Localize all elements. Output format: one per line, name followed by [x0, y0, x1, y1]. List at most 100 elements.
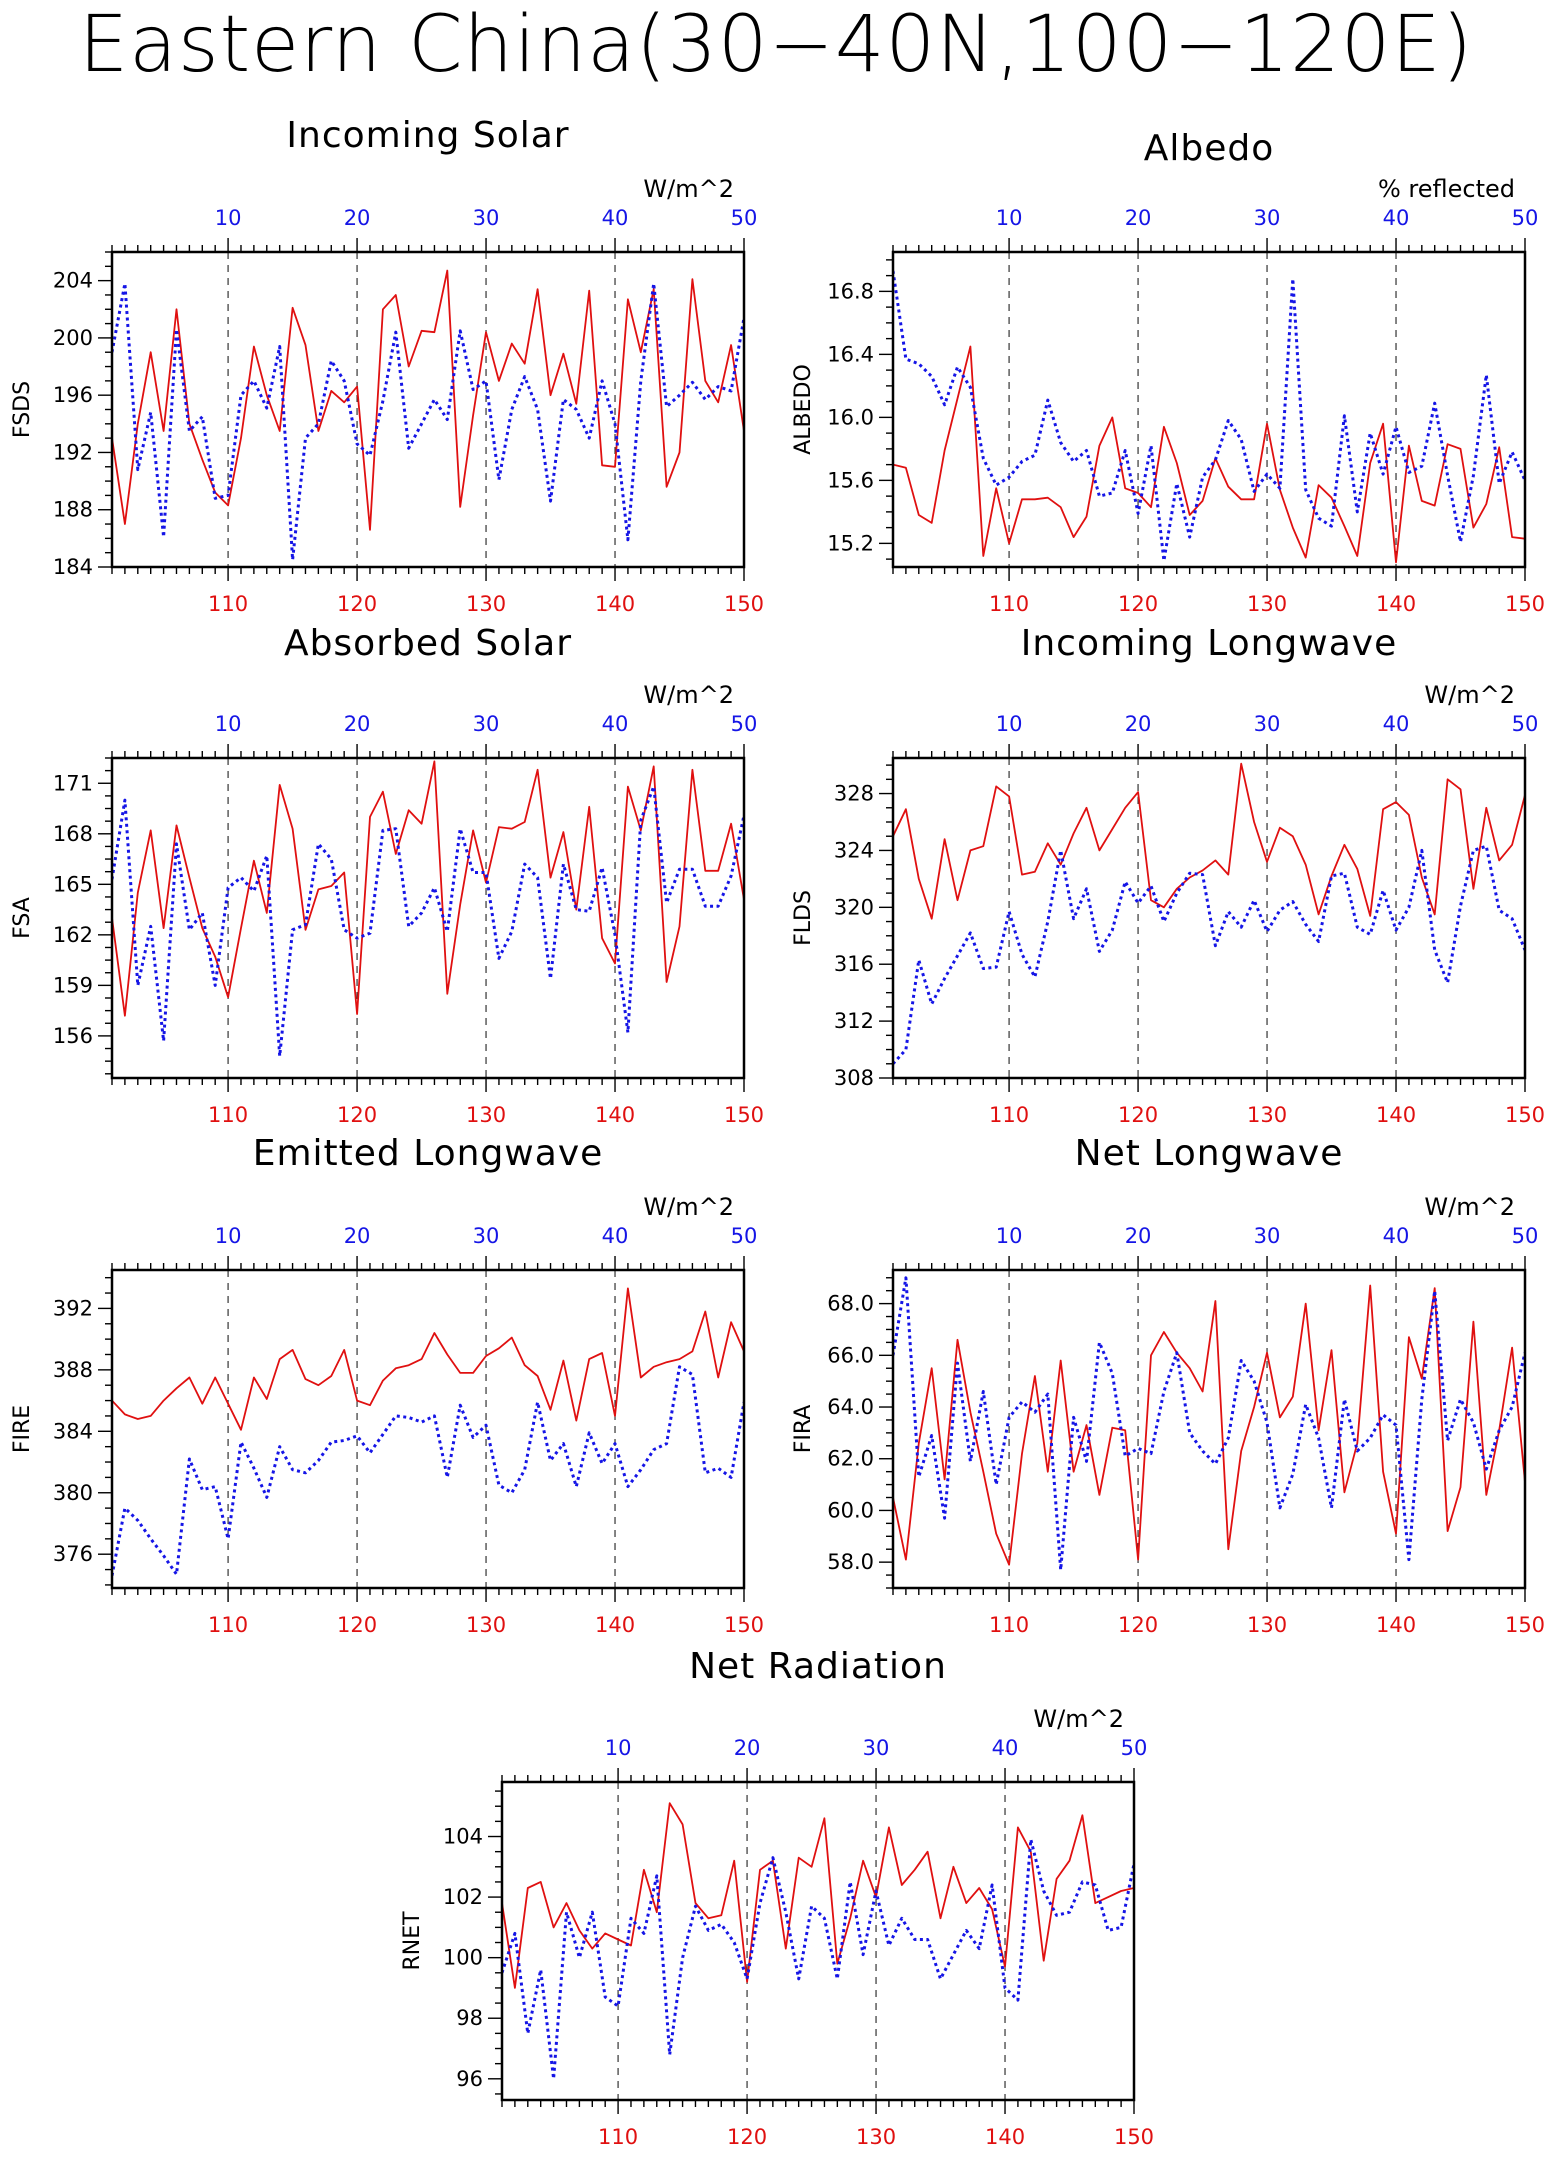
y-tick-label: 324: [834, 838, 874, 862]
y-tick-label: 102: [443, 1885, 483, 1909]
y-tick-label: 98: [456, 2006, 483, 2030]
x-tick-label-top: 30: [473, 1224, 500, 1248]
y-tick-label: 162: [53, 923, 93, 947]
y-tick-label: 200: [53, 326, 93, 350]
x-tick-label-top: 50: [1512, 712, 1539, 736]
x-tick-label-top: 30: [1254, 712, 1281, 736]
series-line-blue: [112, 785, 744, 1058]
x-tick-label-bottom: 140: [1376, 1103, 1416, 1127]
y-tick-label: 15.2: [827, 531, 874, 555]
x-tick-label-bottom: 150: [1505, 1613, 1545, 1637]
y-tick-label: 16.8: [827, 279, 874, 303]
x-tick-label-top: 30: [473, 206, 500, 230]
x-tick-label-bottom: 120: [337, 592, 377, 616]
x-tick-label-bottom: 130: [1247, 592, 1287, 616]
y-tick-label: 100: [443, 1946, 483, 1970]
x-tick-label-bottom: 110: [989, 592, 1029, 616]
x-tick-label-bottom: 110: [208, 1613, 248, 1637]
y-tick-label: 312: [834, 1009, 874, 1033]
panel-title: Net Radiation: [689, 1646, 947, 1687]
x-tick-label-bottom: 120: [1118, 1613, 1158, 1637]
y-tick-label: 64.0: [827, 1395, 874, 1419]
x-tick-label-bottom: 120: [337, 1613, 377, 1637]
y-tick-label: 392: [53, 1296, 93, 1320]
x-tick-label-top: 10: [996, 206, 1023, 230]
x-tick-label-top: 20: [1125, 206, 1152, 230]
x-tick-label-top: 10: [215, 1224, 242, 1248]
x-tick-label-bottom: 120: [1118, 592, 1158, 616]
y-tick-label: 15.6: [827, 468, 874, 492]
series-line-blue: [502, 1838, 1134, 2081]
x-tick-label-top: 20: [1125, 712, 1152, 736]
x-tick-label-top: 30: [473, 712, 500, 736]
x-tick-label-top: 50: [1512, 1224, 1539, 1248]
panel-net-radiation: Net Radiation W/m^2 RNET 96 98 100 102 104 110 12…: [400, 1646, 1154, 2149]
panel-title: Incoming Longwave: [1021, 623, 1398, 664]
x-tick-label-top: 50: [731, 206, 758, 230]
x-tick-label-bottom: 150: [1114, 2125, 1154, 2149]
x-tick-label-top: 40: [602, 712, 629, 736]
y-tick-label: 204: [53, 269, 93, 293]
y-tick-label: 60.0: [827, 1498, 874, 1522]
y-axis-label: FIRA: [791, 1405, 816, 1454]
x-tick-label-top: 20: [734, 1736, 761, 1760]
y-tick-label: 16.0: [827, 405, 874, 429]
x-tick-label-top: 50: [731, 712, 758, 736]
series-line-blue: [893, 844, 1525, 1065]
x-tick-label-bottom: 130: [1247, 1613, 1287, 1637]
y-tick-label: 384: [53, 1419, 93, 1443]
y-tick-label: 316: [834, 952, 874, 976]
x-tick-label-bottom: 120: [1118, 1103, 1158, 1127]
x-tick-label-bottom: 110: [989, 1103, 1029, 1127]
plot-frame: [891, 1268, 1527, 1590]
x-tick-label-bottom: 120: [337, 1103, 377, 1127]
y-axis-label: RNET: [400, 1911, 425, 1971]
y-axis-label: FIRE: [10, 1405, 35, 1453]
x-tick-label-top: 20: [344, 206, 371, 230]
x-tick-label-top: 20: [1125, 1224, 1152, 1248]
y-tick-label: 165: [53, 872, 93, 896]
plot-frame: [891, 250, 1527, 569]
x-tick-label-bottom: 150: [1505, 592, 1545, 616]
plot-frame: [110, 250, 746, 569]
panel-title: Albedo: [1144, 128, 1275, 169]
y-tick-label: 62.0: [827, 1447, 874, 1471]
panel-albedo: Albedo % reflected ALBEDO 15.2 15.6 16.0 16.4 1…: [791, 128, 1545, 616]
unit-label: W/m^2: [643, 1193, 734, 1221]
x-tick-label-top: 50: [1512, 206, 1539, 230]
plot-frame: [500, 1780, 1136, 2102]
y-axis-label: FSDS: [10, 381, 35, 438]
unit-label: W/m^2: [643, 681, 734, 709]
y-tick-label: 184: [53, 555, 93, 579]
y-tick-label: 58.0: [827, 1550, 874, 1574]
x-tick-label-top: 50: [1121, 1736, 1148, 1760]
y-tick-label: 188: [53, 498, 93, 522]
panel-title: Incoming Solar: [286, 115, 569, 156]
x-tick-label-top: 50: [731, 1224, 758, 1248]
x-tick-label-bottom: 130: [466, 1613, 506, 1637]
panel-absorbed-solar: Absorbed Solar W/m^2 FSA 156 159 162 165 168 171…: [10, 623, 764, 1127]
y-tick-label: 192: [53, 440, 93, 464]
panel-incoming-solar: Incoming Solar W/m^2 FSDS 184 188 192 196 200 20…: [10, 115, 764, 616]
series-line-red: [112, 760, 744, 1017]
x-tick-label-top: 40: [602, 1224, 629, 1248]
x-tick-label-top: 40: [1383, 712, 1410, 736]
x-tick-label-bottom: 150: [724, 1613, 764, 1637]
panel-title: Absorbed Solar: [284, 623, 572, 664]
unit-label: W/m^2: [1033, 1705, 1124, 1733]
series-line-blue: [112, 1365, 744, 1576]
y-tick-label: 16.4: [827, 342, 874, 366]
x-tick-label-top: 10: [215, 712, 242, 736]
x-tick-label-top: 10: [996, 712, 1023, 736]
x-tick-label-top: 30: [1254, 206, 1281, 230]
x-tick-label-top: 40: [1383, 206, 1410, 230]
x-tick-label-bottom: 130: [466, 1103, 506, 1127]
y-tick-label: 376: [53, 1542, 93, 1566]
x-tick-label-top: 40: [602, 206, 629, 230]
x-tick-label-top: 20: [344, 1224, 371, 1248]
y-tick-label: 68.0: [827, 1292, 874, 1316]
page-title: Eastern China(30−40N,100−120E): [78, 0, 1474, 90]
x-tick-label-top: 30: [1254, 1224, 1281, 1248]
x-tick-label-bottom: 140: [595, 1613, 635, 1637]
